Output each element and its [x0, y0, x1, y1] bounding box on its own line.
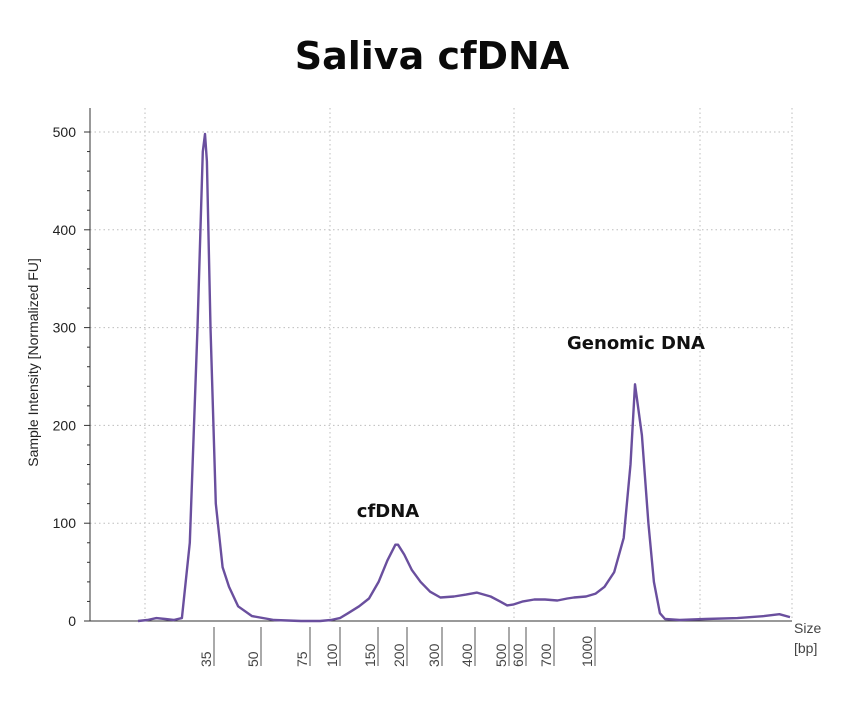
chart-title: Saliva cfDNA — [294, 34, 570, 78]
annotation-cfdna: cfDNA — [357, 501, 420, 522]
y-tick-label: 200 — [53, 417, 77, 433]
x-tick-label: 1000 — [579, 636, 595, 667]
x-axis-unit: [bp] — [794, 640, 817, 656]
x-axis-label: Size — [794, 620, 821, 636]
annotation-genomic-dna: Genomic DNA — [567, 333, 705, 354]
x-tick-label: 100 — [324, 643, 340, 667]
x-tick-label: 200 — [391, 643, 407, 667]
x-tick-label: 50 — [245, 651, 261, 667]
grid-lines — [90, 108, 793, 621]
x-tick-label: 150 — [362, 643, 378, 667]
x-tick-label: 400 — [459, 643, 475, 667]
x-tick-label: 75 — [294, 651, 310, 667]
y-tick-label: 500 — [53, 124, 77, 140]
y-tick-label: 0 — [68, 613, 76, 629]
axes — [84, 108, 792, 622]
x-tick-label: 700 — [538, 643, 554, 667]
y-tick-label: 400 — [53, 222, 77, 238]
y-tick-label: 300 — [53, 320, 77, 336]
tick-labels: 0 100 200 300 400 500 Sample Intensity [Normal… — [25, 124, 821, 667]
x-tick-label: 500 — [493, 643, 509, 667]
electropherogram-trace — [137, 132, 791, 623]
annotations: cfDNA Genomic DNA — [357, 333, 705, 522]
x-tick-label: 300 — [426, 643, 442, 667]
x-tick-label: 35 — [198, 651, 214, 667]
y-tick-label: 100 — [53, 515, 77, 531]
y-axis-label: Sample Intensity [Normalized FU] — [25, 258, 41, 467]
plot-area — [137, 132, 791, 623]
x-tick-label: 600 — [510, 643, 526, 667]
